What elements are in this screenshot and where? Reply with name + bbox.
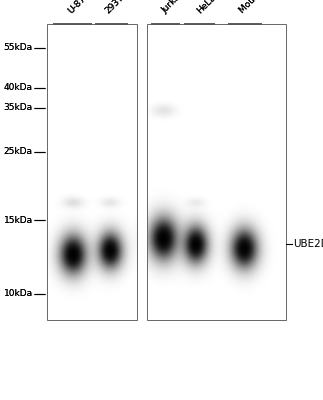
Text: 10kDa: 10kDa xyxy=(4,290,33,298)
Bar xyxy=(286,0,323,400)
Text: Mouse thymus: Mouse thymus xyxy=(237,0,290,15)
Bar xyxy=(47,320,286,400)
Bar xyxy=(47,0,286,24)
Text: UBE2D3: UBE2D3 xyxy=(293,239,323,249)
Text: 55kDa: 55kDa xyxy=(4,44,33,52)
Text: 25kDa: 25kDa xyxy=(4,148,33,156)
Bar xyxy=(147,24,286,320)
Text: 35kDa: 35kDa xyxy=(4,104,33,112)
Text: 40kDa: 40kDa xyxy=(4,84,33,92)
Text: HeLa: HeLa xyxy=(195,0,218,15)
Text: 35kDa: 35kDa xyxy=(4,104,33,112)
Text: HeLa: HeLa xyxy=(195,0,218,15)
Text: Mouse thymus: Mouse thymus xyxy=(237,0,290,15)
Text: 55kDa: 55kDa xyxy=(4,44,33,52)
Bar xyxy=(47,24,137,320)
Text: 25kDa: 25kDa xyxy=(4,148,33,156)
Text: Jurkat: Jurkat xyxy=(160,0,185,15)
Bar xyxy=(47,24,137,320)
Text: 293T: 293T xyxy=(103,0,126,15)
Bar xyxy=(137,0,147,400)
Text: 40kDa: 40kDa xyxy=(4,84,33,92)
Text: 293T: 293T xyxy=(103,0,126,15)
Text: Jurkat: Jurkat xyxy=(160,0,185,15)
Bar xyxy=(0,0,47,400)
Text: U-87MG: U-87MG xyxy=(66,0,98,15)
Text: 15kDa: 15kDa xyxy=(4,216,33,224)
Text: U-87MG: U-87MG xyxy=(66,0,98,15)
Bar xyxy=(147,24,286,320)
Text: 15kDa: 15kDa xyxy=(4,216,33,224)
Text: 10kDa: 10kDa xyxy=(4,290,33,298)
